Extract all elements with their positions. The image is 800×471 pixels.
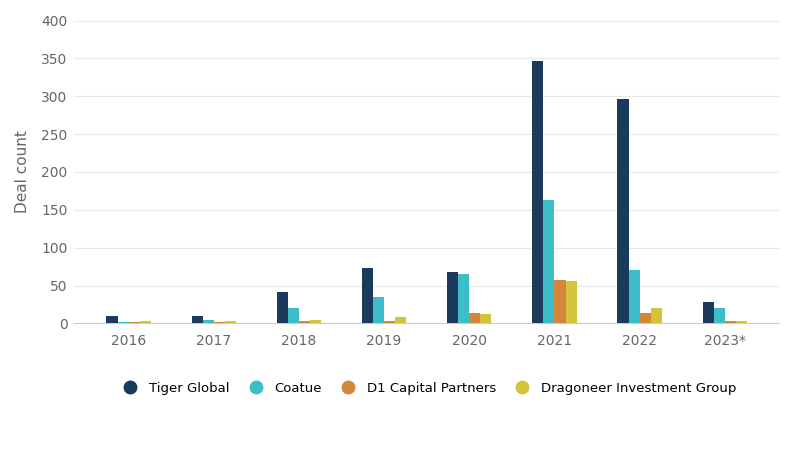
Y-axis label: Deal count: Deal count xyxy=(15,130,30,213)
Bar xyxy=(140,321,150,324)
Bar xyxy=(714,308,725,324)
Bar xyxy=(202,320,214,324)
Bar xyxy=(310,320,321,324)
Bar xyxy=(299,321,310,324)
Bar xyxy=(277,292,288,324)
Bar xyxy=(554,280,566,324)
Bar xyxy=(618,99,629,324)
Bar xyxy=(532,61,543,324)
Bar xyxy=(192,316,202,324)
Bar xyxy=(543,200,554,324)
Bar xyxy=(566,281,577,324)
Bar xyxy=(129,322,140,324)
Bar xyxy=(288,308,299,324)
Bar xyxy=(225,321,236,324)
Bar xyxy=(725,321,736,324)
Bar xyxy=(629,270,640,324)
Bar xyxy=(395,317,406,324)
Bar xyxy=(480,314,491,324)
Bar xyxy=(447,272,458,324)
Bar xyxy=(384,321,395,324)
Bar xyxy=(650,308,662,324)
Bar xyxy=(362,268,373,324)
Bar xyxy=(640,313,650,324)
Bar xyxy=(214,322,225,324)
Bar xyxy=(373,297,384,324)
Bar xyxy=(458,274,470,324)
Bar xyxy=(118,322,129,324)
Bar xyxy=(106,316,118,324)
Bar xyxy=(702,302,714,324)
Legend: Tiger Global, Coatue, D1 Capital Partners, Dragoneer Investment Group: Tiger Global, Coatue, D1 Capital Partner… xyxy=(110,375,742,402)
Bar xyxy=(470,313,480,324)
Bar xyxy=(736,321,747,324)
